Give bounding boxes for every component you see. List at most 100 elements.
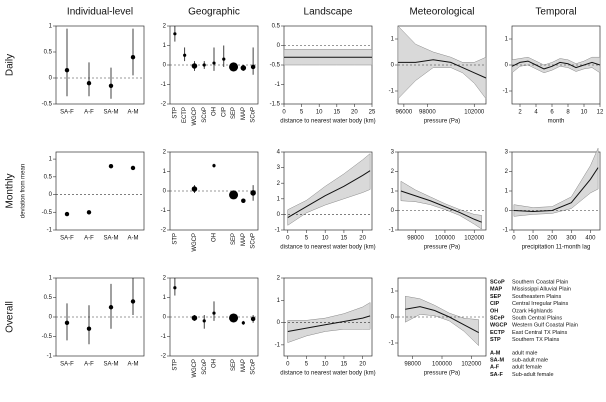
point <box>191 63 198 69</box>
y-tick-label: -1.5 <box>270 102 281 108</box>
legend-name: Ozark Highlands <box>512 308 553 314</box>
y-tick-label: 1 <box>163 43 167 49</box>
y-tick-label: -0.5 <box>270 63 281 69</box>
y-tick-label: -1 <box>275 82 281 88</box>
x-tick-label: SA-F <box>60 236 74 242</box>
x-tick-label: A-M <box>128 362 139 368</box>
y-tick-label: -1 <box>503 89 509 95</box>
y-tick-label: 1 <box>505 189 509 195</box>
x-tick-label: A-F <box>84 236 94 242</box>
legend-abbr: SCeP <box>490 315 505 321</box>
x-tick-label: STP <box>172 359 178 371</box>
y-tick-label: 0 <box>49 76 53 82</box>
legend-name: adult female <box>512 365 542 371</box>
y-tick-label: 0 <box>277 212 281 218</box>
legend-name: Southeastern Plains <box>512 294 561 300</box>
legend-name: adult male <box>512 350 537 356</box>
point <box>250 316 256 322</box>
x-tick-label: SEP <box>231 233 237 245</box>
x-tick-label: MAP <box>241 107 247 120</box>
y-tick-label: -1 <box>275 342 281 348</box>
x-tick-label: 102000 <box>464 110 485 116</box>
x-tick-label: A-M <box>128 110 139 116</box>
estimate-line <box>405 306 479 334</box>
y-tick-label: 1 <box>49 24 53 30</box>
point <box>212 311 216 315</box>
y-tick-label: 2 <box>163 24 167 30</box>
legend-name: Southern Coastal Plain <box>512 279 568 285</box>
legend-abbr: MAP <box>490 287 503 293</box>
x-tick-label: A-F <box>84 362 94 368</box>
y-tick-label: 1 <box>277 298 281 304</box>
x-tick-label: SA-F <box>60 362 74 368</box>
y-tick-label: 0 <box>277 43 281 49</box>
point <box>222 57 226 61</box>
legend-name: Western Gulf Coastal Plain <box>512 323 578 329</box>
x-tick-label: SA-M <box>104 236 119 242</box>
point <box>229 190 239 200</box>
y-tick-label: -1 <box>47 354 53 360</box>
legend-abbr: A-F <box>490 365 500 371</box>
point <box>86 210 92 215</box>
plot-frame <box>283 277 373 357</box>
x-tick-label: 300 <box>566 236 577 242</box>
x-tick-label: 100 <box>528 236 539 242</box>
y-axis-label: deviation from mean <box>21 164 27 218</box>
point <box>64 211 70 217</box>
x-axis-label: precipitation 11-month lag <box>522 245 591 251</box>
x-tick-label: WGCP <box>192 359 198 378</box>
x-tick-label: 10 <box>322 236 329 242</box>
y-tick-label: -1 <box>47 228 53 234</box>
y-tick-label: -0.5 <box>42 210 53 216</box>
x-tick-label: 400 <box>585 236 596 242</box>
x-axis-label: distance to nearest water body (km) <box>280 119 375 125</box>
point <box>173 286 177 290</box>
y-tick-label: -0.5 <box>42 102 53 108</box>
x-tick-label: SA-F <box>60 110 74 116</box>
x-tick-label: 4 <box>534 110 538 116</box>
y-tick-label: 2 <box>163 150 167 156</box>
confidence-band <box>513 148 599 217</box>
legend-abbr: SCoP <box>490 279 505 285</box>
confidence-band <box>397 25 487 100</box>
y-tick-label: -1 <box>275 228 281 234</box>
estimate-line <box>511 60 601 70</box>
legend-abbr: STP <box>490 337 501 343</box>
legend-abbr: SEP <box>490 294 501 300</box>
x-tick-label: SCoP <box>251 359 257 375</box>
x-tick-label: WGCP <box>192 233 198 252</box>
x-tick-label: 0 <box>286 236 290 242</box>
plot-frame <box>55 151 145 231</box>
y-tick-label: 0 <box>391 315 395 321</box>
y-tick-label: -1 <box>389 228 395 234</box>
y-tick-label: 0.5 <box>44 174 53 180</box>
legend-name: sub-adult male <box>512 357 548 363</box>
y-tick-label: -2 <box>161 228 167 234</box>
point <box>64 320 70 326</box>
x-tick-label: SA-M <box>104 362 119 368</box>
y-tick-label: 0 <box>163 315 167 321</box>
x-axis-label: pressure (Pa) <box>424 371 460 377</box>
y-tick-label: 2 <box>391 169 395 175</box>
point <box>240 65 247 71</box>
y-tick-label: 0.5 <box>272 24 281 30</box>
y-tick-label: 2 <box>277 181 281 187</box>
x-tick-label: STP <box>172 107 178 119</box>
y-tick-label: 2 <box>505 169 509 175</box>
legend-abbr: CIP <box>490 301 500 307</box>
point <box>108 83 114 89</box>
estimate-line <box>400 190 482 223</box>
point <box>241 198 246 204</box>
y-tick-label: 1 <box>505 37 509 43</box>
y-tick-label: 1 <box>391 189 395 195</box>
y-tick-label: -1 <box>161 82 167 88</box>
x-tick-label: 20 <box>351 110 358 116</box>
y-tick-label: 3 <box>391 150 395 156</box>
confidence-band <box>405 295 479 347</box>
legend-name: East Central TX Plains <box>512 330 567 336</box>
y-tick-label: 0 <box>277 320 281 326</box>
x-tick-label: 15 <box>333 110 340 116</box>
y-tick-label: 1 <box>49 276 53 282</box>
y-tick-label: 1 <box>49 157 53 163</box>
